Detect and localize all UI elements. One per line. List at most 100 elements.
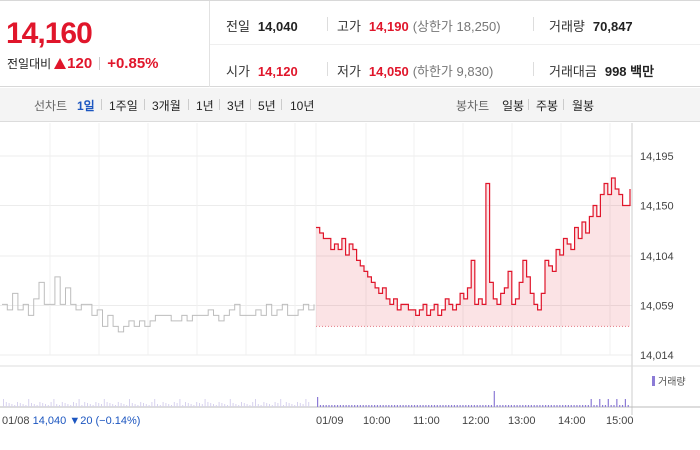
volume-bar	[564, 405, 567, 407]
volume-bar	[442, 405, 444, 407]
volume-bar	[280, 399, 282, 407]
period-1y-button[interactable]: 1년	[196, 99, 214, 113]
volume-bar	[137, 405, 139, 407]
volume-bar	[613, 405, 615, 407]
volume-bar	[201, 404, 203, 407]
volume-bar	[232, 403, 234, 407]
volume-bar	[502, 405, 504, 407]
volume-bar	[468, 405, 470, 407]
period-1w-button[interactable]: 1주일	[109, 99, 138, 113]
today-series	[316, 177, 631, 316]
line-chart-label: 선차트	[34, 99, 68, 113]
volume-bar	[328, 405, 330, 407]
volume-bar	[459, 405, 461, 407]
period-3y-button[interactable]: 3년	[227, 99, 245, 113]
volume-bar	[493, 391, 495, 407]
volume-bar	[207, 402, 209, 407]
volume-bar	[70, 405, 72, 407]
volume-bar	[351, 405, 353, 407]
volume-bar	[227, 405, 228, 407]
volume-bar	[374, 405, 376, 407]
candle-daily-button[interactable]: 일봉	[502, 99, 525, 113]
volume-bar	[56, 404, 58, 407]
volume-bar	[291, 404, 293, 407]
volume-bar	[385, 405, 387, 407]
volume-bar	[299, 403, 301, 407]
volume-bar	[243, 403, 245, 407]
volume-bar	[151, 402, 153, 407]
lower-limit: (하한가 9,830)	[412, 64, 494, 79]
volume-bar	[176, 403, 178, 407]
volume-bar	[277, 403, 279, 407]
high-value: 14,190	[368, 19, 409, 34]
volume-bar	[50, 402, 52, 407]
volume-bar	[64, 403, 66, 407]
volume-bar	[345, 405, 347, 407]
candle-weekly-button[interactable]: 주봉	[536, 99, 559, 113]
stat-open: 시가 14,120	[226, 61, 298, 80]
divider	[281, 99, 282, 110]
volume-bar	[294, 405, 296, 407]
volume-bar	[522, 405, 524, 407]
volume-bar	[67, 404, 69, 407]
volume-bar	[405, 405, 407, 407]
volume-bar	[255, 399, 256, 407]
period-1d-button[interactable]: 1일	[77, 99, 95, 113]
volume-bar	[252, 402, 254, 407]
volume-bar	[31, 403, 32, 407]
volume-bar	[399, 405, 401, 407]
volume-bar	[439, 405, 441, 407]
volume-bar	[513, 405, 515, 407]
volume-bar	[436, 405, 438, 407]
volume-bar	[433, 405, 436, 407]
volume-bar	[445, 405, 447, 407]
volume-bar	[627, 405, 629, 407]
change-percent: +0.85%	[107, 55, 159, 72]
low-label: 저가	[337, 64, 361, 79]
volume-bar	[362, 405, 364, 407]
volume-bar	[530, 405, 532, 407]
volume-bar	[112, 404, 114, 407]
time-tick-label: 15:00	[606, 415, 634, 427]
candle-monthly-button[interactable]: 월봉	[572, 99, 595, 113]
volume-bar	[317, 397, 319, 407]
volume-bar	[238, 405, 240, 407]
volume-bar	[126, 405, 128, 407]
prev-day-info: 01/08 14,040 ▼20 (−0.14%)	[2, 415, 140, 427]
volume-bar	[157, 404, 158, 407]
volume-bar	[616, 399, 618, 407]
chart-toolbar: 선차트 1일 1주일 3개월 1년 3년 5년 10년 봉차트 일봉 주봉 월봉	[0, 88, 700, 122]
today-area	[316, 178, 630, 327]
divider	[533, 62, 534, 76]
volume-bar	[431, 405, 433, 407]
divider	[99, 57, 101, 70]
volume-bar	[283, 405, 284, 407]
volume-bar	[308, 402, 310, 407]
intraday-chart[interactable]: 14,195 14,150 14,104 14,059 14,014 거래량 01/08…	[0, 123, 700, 450]
volume-bar	[78, 399, 80, 407]
volume-bar	[196, 402, 198, 407]
divider	[144, 99, 145, 110]
volume-bar	[89, 404, 91, 407]
prev-date-label: 01/08	[2, 415, 30, 427]
volume-value: 70,847	[592, 19, 633, 34]
volume-bar	[507, 405, 510, 407]
period-10y-button[interactable]: 10년	[290, 99, 315, 113]
period-5y-button[interactable]: 5년	[258, 99, 276, 113]
period-3m-button[interactable]: 3개월	[152, 99, 181, 113]
volume-bar	[210, 403, 212, 407]
stat-trade-value: 거래대금 998 백만	[549, 61, 654, 80]
volume-bar	[416, 405, 418, 407]
volume-bar	[550, 405, 552, 407]
volume-bar	[462, 405, 464, 407]
volume-bar	[53, 399, 55, 407]
current-price: 14,160	[6, 17, 93, 50]
volume-bar	[470, 405, 473, 407]
volume-bar	[271, 405, 273, 407]
volume-bar	[499, 405, 501, 407]
volume-bar	[496, 405, 498, 407]
divider	[327, 17, 328, 31]
volume-bar	[19, 403, 21, 407]
volume-bar	[168, 404, 170, 407]
volume-bar	[269, 404, 270, 407]
